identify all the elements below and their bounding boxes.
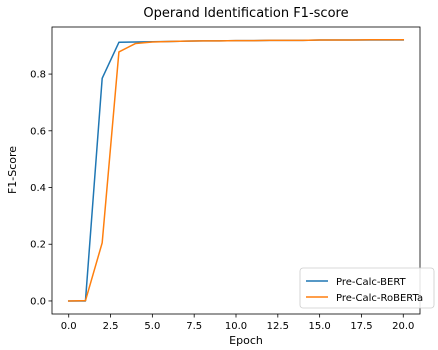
y-tick-label: 0.4: [30, 183, 46, 194]
x-tick-label: 2.5: [103, 321, 119, 332]
y-axis: 0.0 0.2 0.4 0.6 0.8: [30, 70, 52, 307]
legend-label-roberta: Pre-Calc-RoBERTa: [336, 293, 423, 304]
y-tick-label: 0.6: [30, 126, 46, 137]
x-tick-label: 15.0: [309, 321, 331, 332]
legend-label-bert: Pre-Calc-BERT: [336, 277, 407, 288]
x-tick-label: 5.0: [144, 321, 160, 332]
x-axis: 0.0 2.5 5.0 7.5 10.0 12.5 15.0 17.5 20.0: [61, 314, 414, 332]
legend-box: [299, 267, 435, 309]
y-tick-label: 0.2: [30, 240, 46, 251]
x-tick-label: 20.0: [392, 321, 414, 332]
x-axis-label: Epoch: [229, 334, 263, 347]
y-axis-label: F1-Score: [6, 146, 19, 194]
x-tick-label: 0.0: [61, 321, 77, 332]
series-line-pre-calc-roberta: [67, 39, 405, 302]
plot-area: [67, 39, 405, 302]
chart-title: Operand Identification F1-score: [143, 6, 348, 21]
x-tick-label: 10.0: [225, 321, 247, 332]
x-tick-label: 12.5: [267, 321, 289, 332]
y-tick-label: 0.0: [30, 296, 46, 307]
x-tick-label: 7.5: [186, 321, 202, 332]
x-tick-label: 17.5: [350, 321, 372, 332]
y-tick-label: 0.8: [30, 70, 46, 81]
legend: Pre-Calc-BERT Pre-Calc-RoBERTa: [299, 267, 435, 309]
